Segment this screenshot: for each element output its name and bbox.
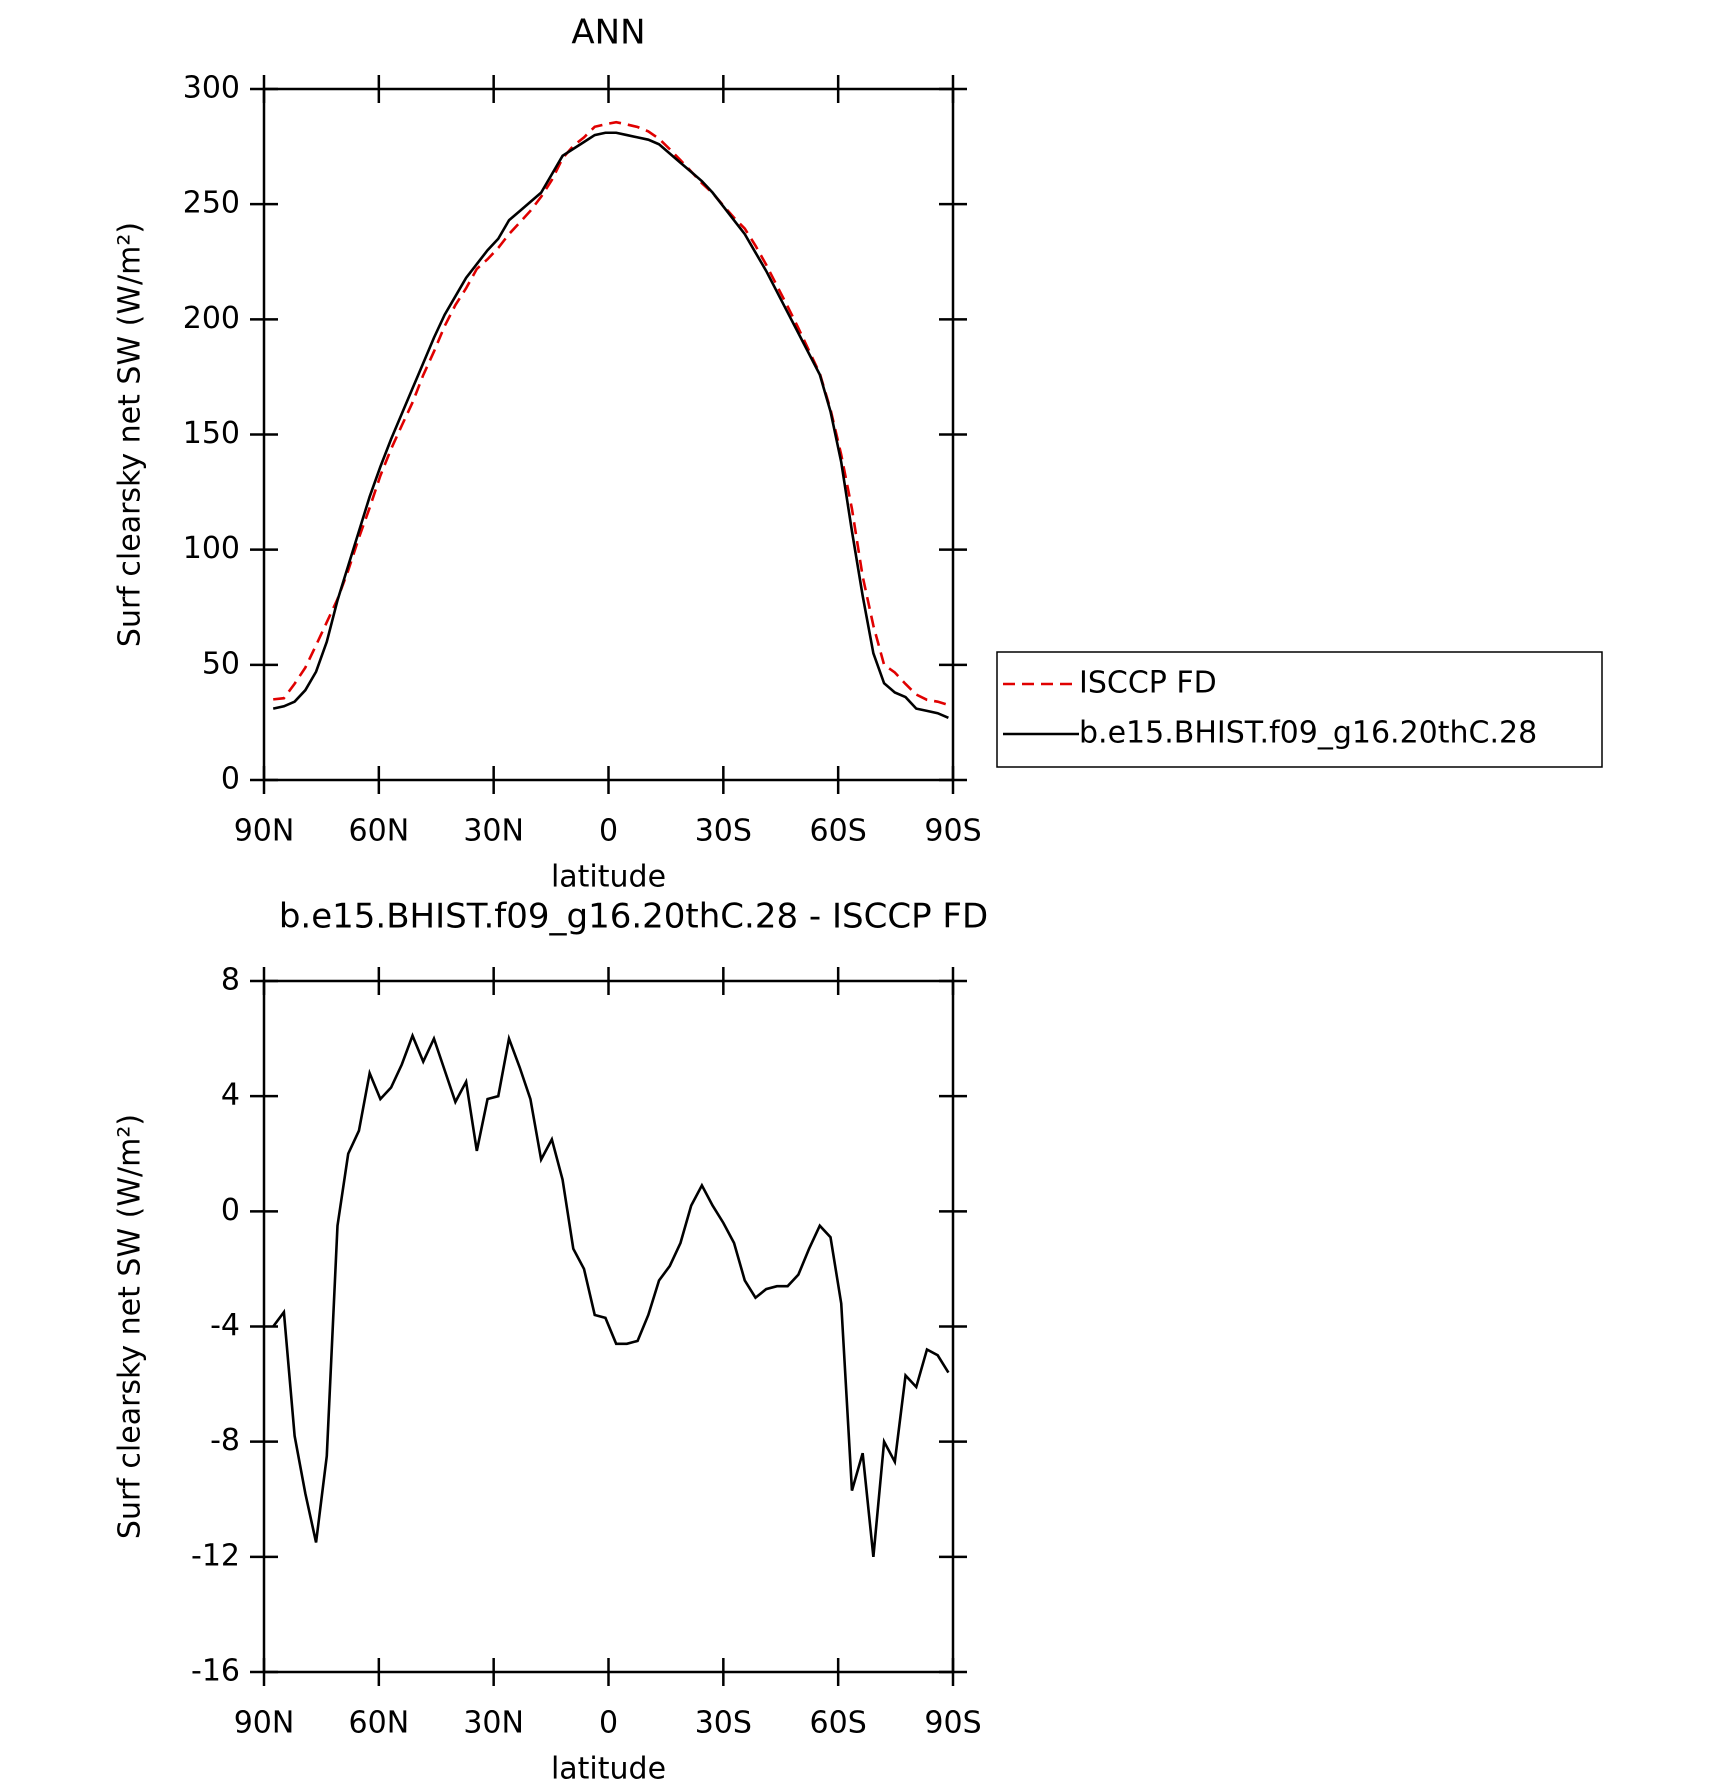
y-tick-label: 0	[221, 762, 240, 797]
y-tick-label: -12	[191, 1538, 240, 1573]
y-tick-label: -4	[210, 1308, 240, 1343]
x-tick-label: 60S	[810, 814, 867, 849]
chart-title: ANN	[571, 13, 645, 53]
y-tick-label: 8	[221, 963, 240, 998]
y-tick-label: -8	[210, 1423, 240, 1458]
x-tick-label: 90S	[924, 1706, 981, 1741]
y-tick-label: 50	[202, 646, 240, 681]
chart-title: b.e15.BHIST.f09_g16.20thC.28 - ISCCP FD	[279, 897, 988, 937]
y-axis-label: Surf clearsky net SW (W/m²)	[113, 1114, 148, 1539]
y-tick-label: 4	[221, 1078, 240, 1113]
data-line	[273, 120, 949, 707]
y-tick-label: 100	[183, 531, 240, 566]
x-tick-label: 90S	[924, 814, 981, 849]
y-axis-label: Surf clearsky net SW (W/m²)	[113, 222, 148, 647]
x-axis-label: latitude	[551, 860, 666, 895]
x-tick-label: 0	[599, 1706, 618, 1741]
x-tick-label: 60N	[349, 1706, 410, 1741]
data-line	[272, 131, 949, 720]
legend-label: ISCCP FD	[1079, 666, 1217, 701]
x-tick-label: 90N	[234, 1706, 295, 1741]
y-tick-label: 0	[221, 1193, 240, 1228]
y-tick-label: 200	[183, 301, 240, 336]
y-tick-label: -16	[191, 1654, 240, 1689]
x-tick-label: 30S	[695, 814, 752, 849]
y-tick-label: 150	[183, 416, 240, 451]
plot-frame	[262, 87, 955, 782]
x-tick-label: 60S	[810, 1706, 867, 1741]
x-axis-label: latitude	[551, 1752, 666, 1787]
y-tick-label: 250	[183, 186, 240, 221]
legend-label: b.e15.BHIST.f09_g16.20thC.28	[1079, 716, 1537, 751]
x-tick-label: 30N	[463, 814, 524, 849]
x-tick-label: 30S	[695, 1706, 752, 1741]
y-tick-label: 300	[183, 71, 240, 106]
x-tick-label: 90N	[234, 814, 295, 849]
legend-box	[996, 651, 1603, 768]
x-tick-label: 30N	[463, 1706, 524, 1741]
x-tick-label: 0	[599, 814, 618, 849]
data-line	[272, 1032, 950, 1557]
x-tick-label: 60N	[349, 814, 410, 849]
